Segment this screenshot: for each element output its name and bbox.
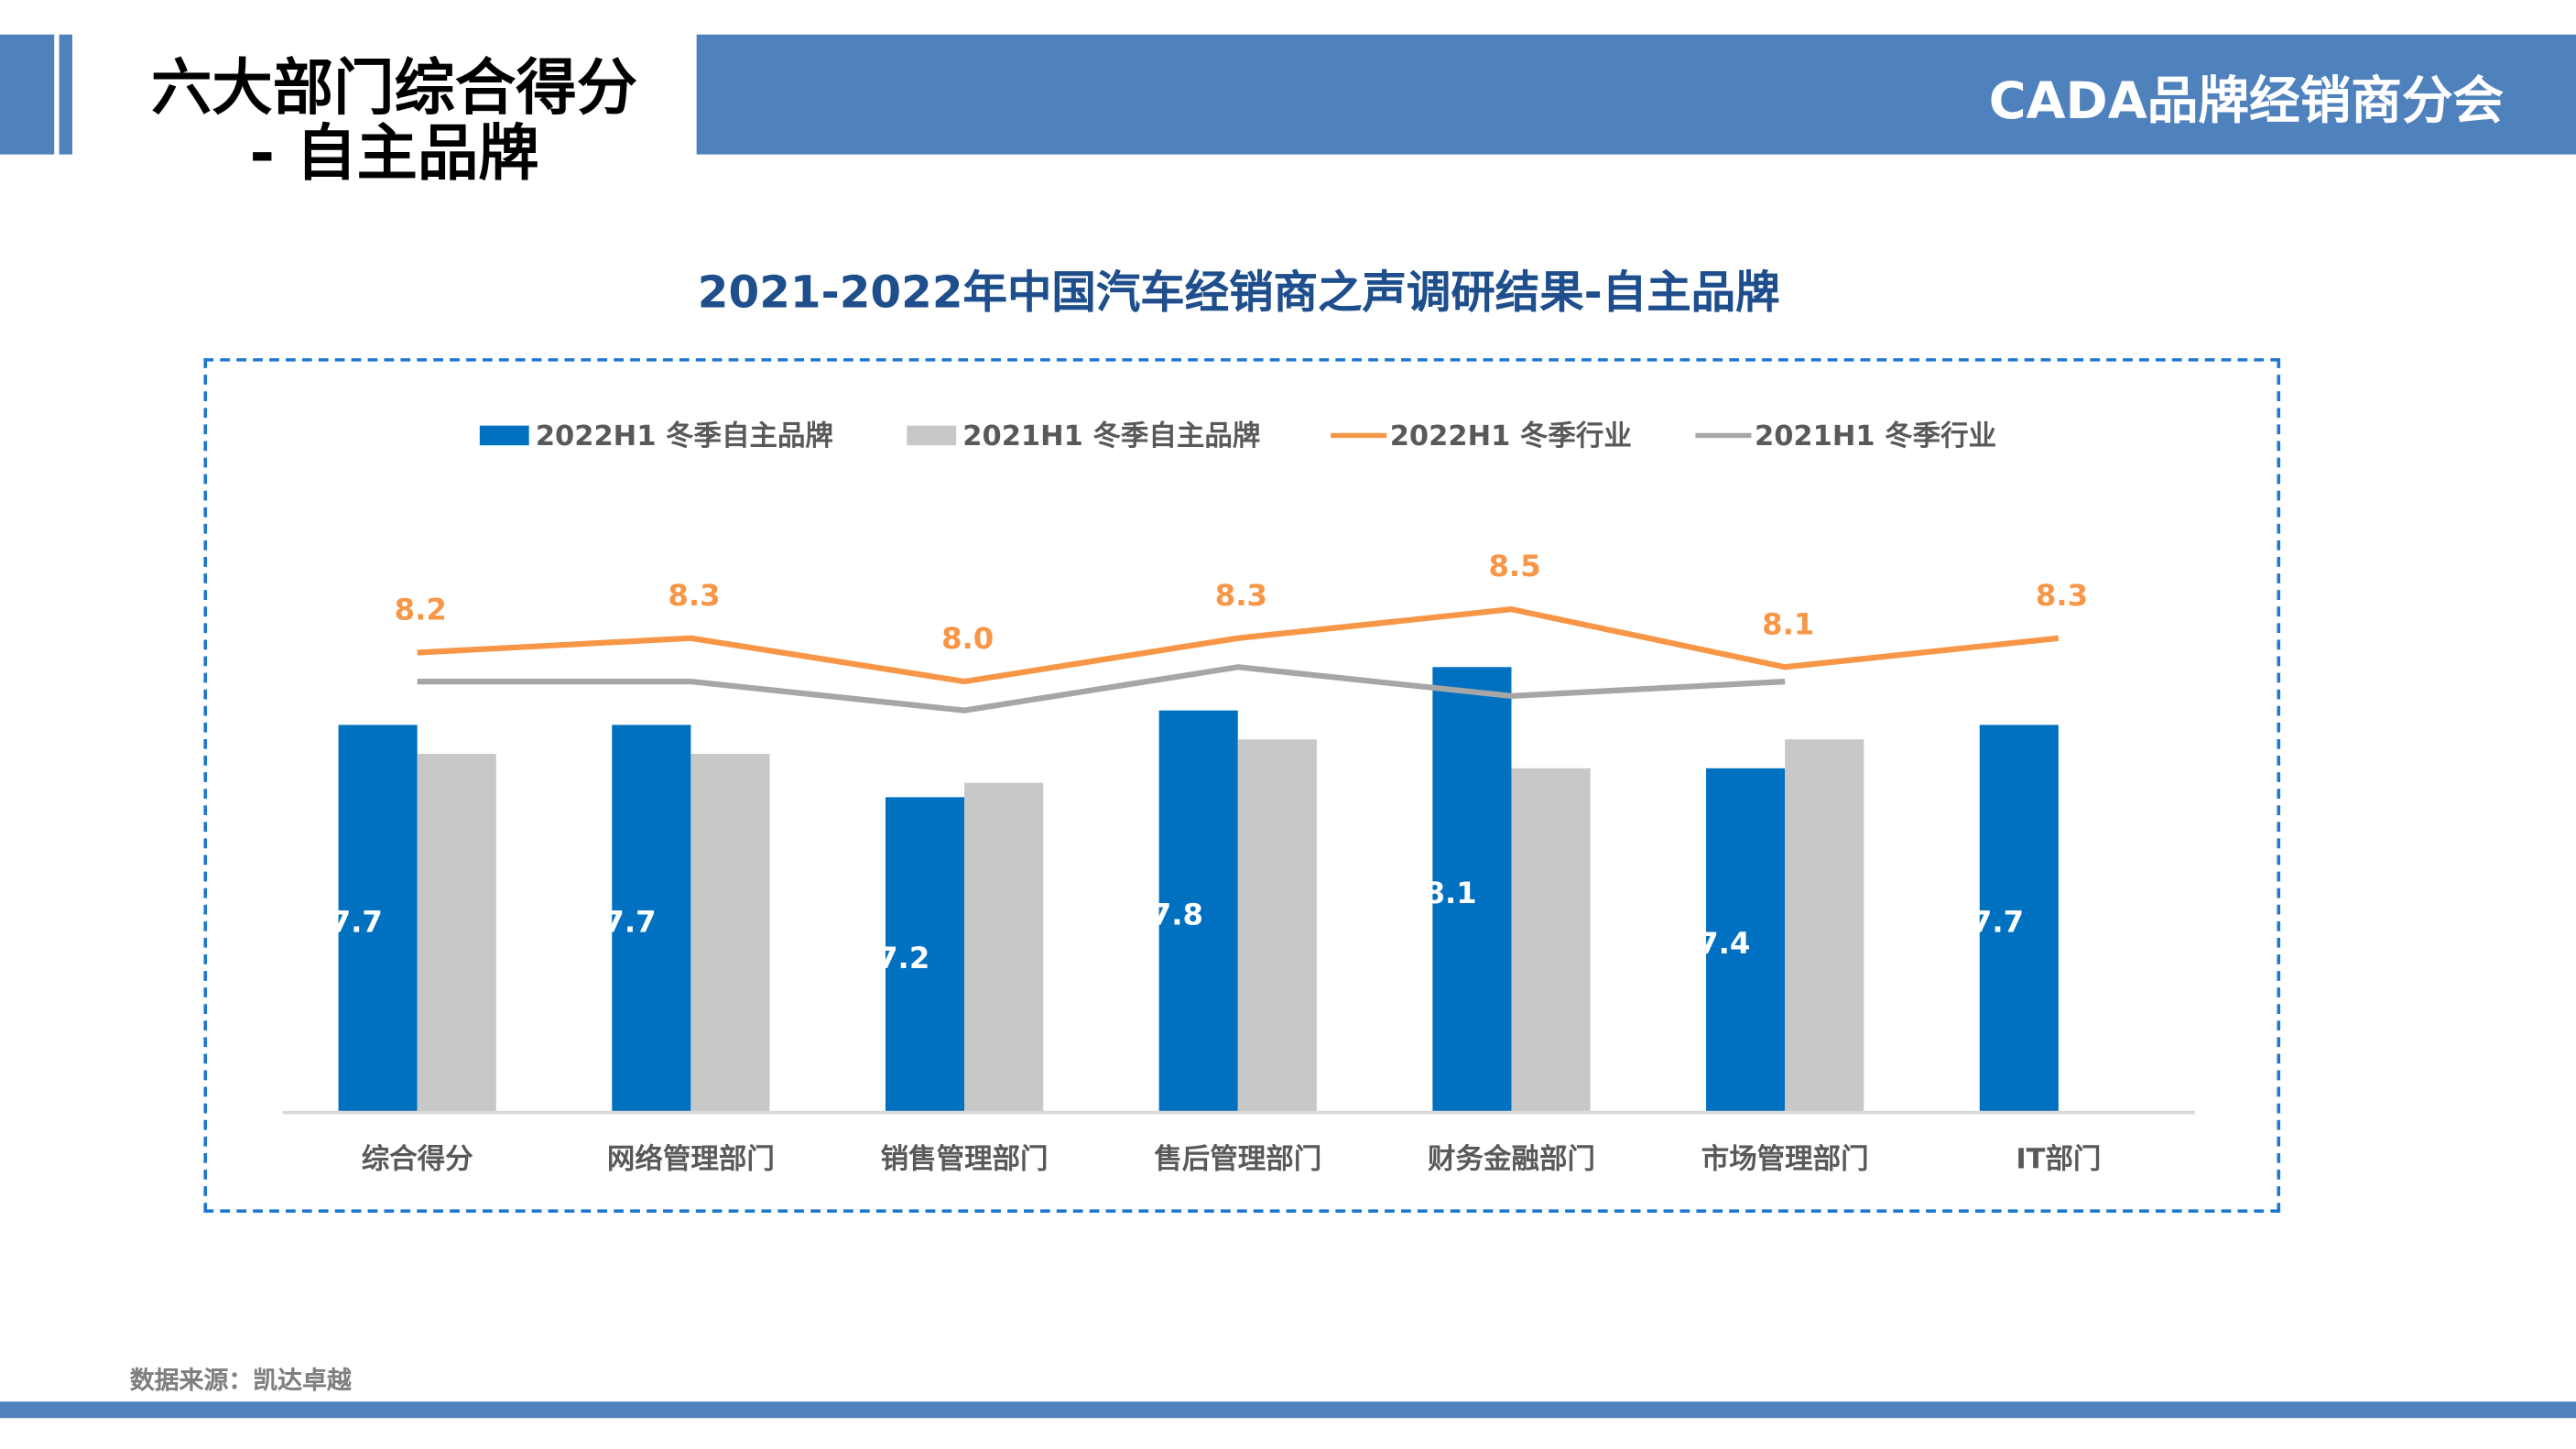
legend-swatch xyxy=(479,425,529,446)
chart-frame xyxy=(203,358,2281,1213)
legend-label: 2021H1 冬季自主品牌 xyxy=(962,420,1260,452)
legend-label: 2022H1 冬季行业 xyxy=(1390,420,1632,452)
x-tick-label: IT部门 xyxy=(2016,1144,2101,1176)
page-title-line1: 六大部门综合得分 xyxy=(151,52,638,124)
line-data-label: 8.3 xyxy=(668,578,720,613)
line-series xyxy=(417,664,1786,714)
bar xyxy=(1158,710,1238,1113)
line-data-label: 8.3 xyxy=(2036,578,2088,613)
line-data-label: 8.3 xyxy=(1215,578,1267,613)
bar-data-label: 7.2 xyxy=(877,941,929,975)
bar-data-label: 7.7 xyxy=(331,904,383,939)
data-source: 数据来源：凯达卓越 xyxy=(129,1365,352,1396)
bar xyxy=(1979,724,2059,1113)
page-title: 六大部门综合得分 - 自主品牌 xyxy=(147,52,640,190)
bar-data-label: 8.1 xyxy=(1425,876,1477,910)
line-data-label: 8.5 xyxy=(1488,549,1540,583)
legend-label: 2022H1 冬季自主品牌 xyxy=(536,420,833,452)
bar-data-label: 7.7 xyxy=(603,904,656,939)
bar-data-label: 7.7 xyxy=(1972,904,2024,939)
bar-data-label: 7.4 xyxy=(1698,926,1750,961)
bar xyxy=(1432,667,1512,1113)
bar xyxy=(964,782,1044,1113)
bar xyxy=(690,754,770,1113)
x-tick-label: 网络管理部门 xyxy=(607,1143,775,1176)
x-tick-label: 售后管理部门 xyxy=(1154,1144,1321,1176)
bar xyxy=(417,754,496,1113)
bar-data-label: 7.8 xyxy=(1151,897,1203,932)
bar xyxy=(338,724,418,1113)
legend-swatch xyxy=(907,425,957,446)
legend-label: 2021H1 冬季行业 xyxy=(1755,420,1996,452)
bar xyxy=(1237,739,1317,1113)
footer-band xyxy=(0,1401,2576,1419)
bar xyxy=(1785,739,1864,1113)
bar xyxy=(885,797,965,1113)
x-tick-label: 销售管理部门 xyxy=(881,1144,1049,1176)
chart: 2022H1 冬季自主品牌 2021H1 冬季自主品牌 2022H1 冬季行业 202… xyxy=(282,420,2195,1176)
bar xyxy=(1706,768,1786,1113)
header-accent-bar-thin xyxy=(59,34,72,155)
line-data-label: 8.1 xyxy=(1762,606,1814,641)
x-tick-label: 综合得分 xyxy=(362,1143,473,1176)
chart-title: 2021-2022年中国汽车经销商之声调研结果-自主品牌 xyxy=(697,267,1780,320)
line-data-label: 8.2 xyxy=(395,593,447,627)
bar xyxy=(612,724,691,1113)
page-title-line2: - 自主品牌 xyxy=(249,118,539,190)
line-series xyxy=(417,606,2060,685)
brand-name: CADA品牌经销商分会 xyxy=(1988,71,2505,132)
x-tick-label: 市场管理部门 xyxy=(1701,1143,1869,1176)
line-data-label: 8.0 xyxy=(941,621,994,656)
bar xyxy=(1511,768,1591,1113)
header-band xyxy=(696,34,2576,155)
x-tick-label: 财务金融部门 xyxy=(1428,1143,1595,1176)
header-accent-bar xyxy=(0,34,55,155)
